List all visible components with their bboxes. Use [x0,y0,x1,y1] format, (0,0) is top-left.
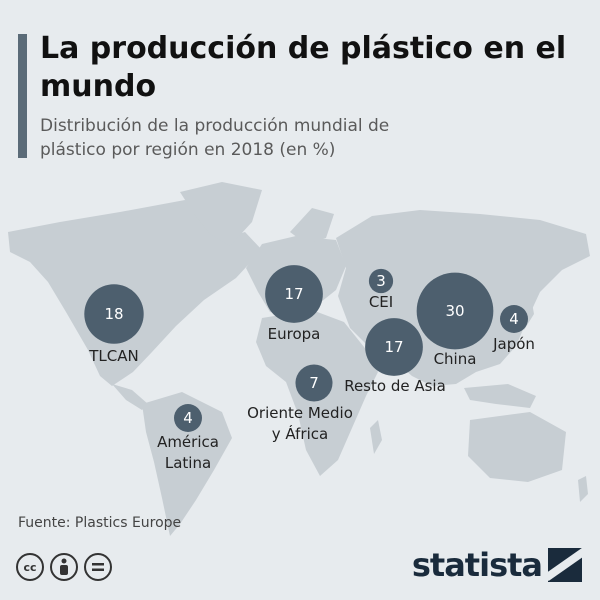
bubble-3 [368,268,394,294]
bubble-value-6: 30 [445,302,464,320]
bubble-label-0: TLCAN [88,347,138,365]
land-central-america [112,384,148,410]
bubble-value-1: 4 [183,409,193,427]
brand-name: statista [411,546,543,584]
land-scandinavia [290,208,334,244]
bubble-label-2: Europa [268,325,321,343]
bubble-value-0: 18 [104,305,123,323]
chart-title: La producción de plástico en el mundo [40,31,567,104]
land-southeast-asia [464,384,536,408]
bubble-7 [500,305,528,333]
land-new-zealand [578,476,588,502]
bubble-6 [416,272,494,350]
creative-commons-icon[interactable]: cc [16,553,44,581]
bubble-label-1-1: Latina [165,454,211,472]
no-derivatives-icon[interactable] [84,553,112,581]
bubble-label-3: CEI [369,293,393,311]
bubble-value-3: 3 [376,272,386,290]
bubble-value-2: 17 [284,285,303,303]
bubble-layer: 18 TLCAN 4 América Latina 17 Europa 3 CEI 7 Orient… [84,265,535,472]
land-madagascar [370,420,382,454]
bubble-label-6: China [434,350,477,368]
bubble-value-5: 17 [384,338,403,356]
land-greenland [180,182,262,246]
statista-brand[interactable]: statista [412,546,582,584]
bubble-5 [365,318,423,376]
bubble-label-4-1: y África [272,424,328,443]
bubble-label-5: Resto de Asia [344,377,446,395]
bubble-label-4-0: Oriente Medio [247,404,353,422]
bubble-value-7: 4 [509,310,519,328]
license-icons: cc [16,553,112,581]
title-accent-bar [18,34,27,158]
bubble-4 [295,364,333,402]
bubble-1 [174,404,202,432]
chart-subtitle: Distribución de la producción mundial de… [40,116,390,160]
bubble-label-1-0: América [157,433,219,451]
source-note: Fuente: Plastics Europe [18,515,182,531]
bubble-value-4: 7 [309,374,319,392]
bubble-label-7: Japón [492,335,535,353]
land-south-america [142,392,232,536]
statista-logo-icon [548,548,582,582]
bubble-0 [84,284,144,344]
bubble-2 [265,265,323,323]
land-australia [468,412,566,482]
attribution-icon[interactable] [50,553,78,581]
